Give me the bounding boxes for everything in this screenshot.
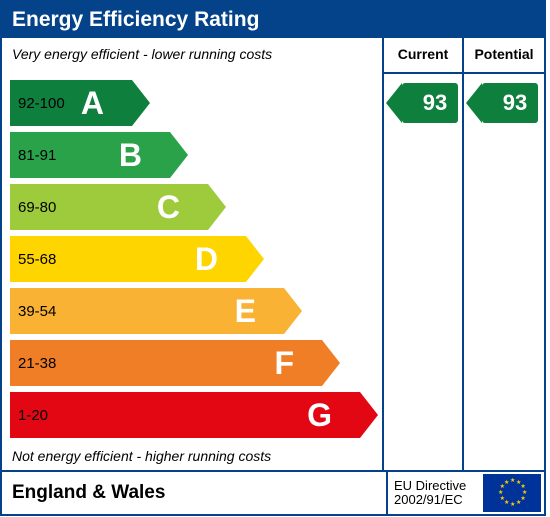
footer: England & Wales EU Directive 2002/91/EC … [2, 470, 544, 514]
eu-star-icon: ★ [516, 501, 520, 505]
caption-top: Very energy efficient - lower running co… [12, 46, 272, 62]
potential-header: Potential [464, 38, 544, 74]
footer-directive: EU Directive 2002/91/EC [386, 472, 480, 514]
chart-body: Very energy efficient - lower running co… [2, 38, 544, 470]
band-letter-a: A [81, 87, 104, 119]
eu-star-icon: ★ [522, 491, 526, 495]
eu-star-icon: ★ [510, 479, 514, 483]
band-range-g: 1-20 [18, 407, 48, 424]
directive-line1: EU Directive [394, 479, 476, 493]
band-row-c: 69-80 C [10, 184, 374, 230]
eu-star-icon: ★ [516, 481, 520, 485]
band-range-c: 69-80 [18, 199, 56, 216]
current-arrow: 93 [402, 83, 458, 123]
potential-value: 93 [503, 90, 527, 116]
eu-flag-icon: ★★★★★★★★★★★★ [483, 474, 541, 512]
current-column: Current 93 [384, 38, 464, 470]
potential-column: Potential 93 [464, 38, 544, 470]
chart-title: Energy Efficiency Rating [2, 2, 544, 38]
band-row-e: 39-54 E [10, 288, 374, 334]
band-letter-e: E [235, 295, 256, 327]
band-letter-d: D [195, 243, 218, 275]
band-bar-e: 39-54 E [10, 288, 284, 334]
footer-region: England & Wales [2, 482, 386, 504]
eu-star-icon: ★ [520, 485, 524, 489]
band-bar-c: 69-80 C [10, 184, 208, 230]
band-range-a: 92-100 [18, 95, 65, 112]
bands-host: 92-100 A 81-91 B 69-80 C 55-68 D 39-54 E 21-38 F 1-2… [10, 74, 374, 438]
band-letter-b: B [119, 139, 142, 171]
eu-star-icon: ★ [504, 481, 508, 485]
band-range-d: 55-68 [18, 251, 56, 268]
band-bar-b: 81-91 B [10, 132, 170, 178]
band-range-e: 39-54 [18, 303, 56, 320]
potential-arrow: 93 [482, 83, 538, 123]
directive-line2: 2002/91/EC [394, 493, 476, 507]
band-letter-g: G [307, 399, 332, 431]
band-row-a: 92-100 A [10, 80, 374, 126]
band-row-g: 1-20 G [10, 392, 374, 438]
eu-flag-wrap: ★★★★★★★★★★★★ [480, 472, 544, 514]
bands-column: Very energy efficient - lower running co… [2, 38, 384, 470]
band-bar-a: 92-100 A [10, 80, 132, 126]
eu-star-icon: ★ [510, 503, 514, 507]
eu-star-icon: ★ [504, 501, 508, 505]
band-row-f: 21-38 F [10, 340, 374, 386]
band-range-f: 21-38 [18, 355, 56, 372]
band-letter-f: F [274, 347, 294, 379]
eu-star-icon: ★ [498, 491, 502, 495]
band-row-d: 55-68 D [10, 236, 374, 282]
current-value: 93 [423, 90, 447, 116]
band-range-b: 81-91 [18, 147, 56, 164]
band-letter-c: C [157, 191, 180, 223]
caption-bottom: Not energy efficient - higher running co… [12, 448, 271, 464]
epc-chart: Energy Efficiency Rating Very energy eff… [0, 0, 546, 516]
eu-star-icon: ★ [500, 485, 504, 489]
band-bar-f: 21-38 F [10, 340, 322, 386]
band-bar-d: 55-68 D [10, 236, 246, 282]
band-bar-g: 1-20 G [10, 392, 360, 438]
band-row-b: 81-91 B [10, 132, 374, 178]
eu-star-icon: ★ [500, 497, 504, 501]
current-header: Current [384, 38, 462, 74]
